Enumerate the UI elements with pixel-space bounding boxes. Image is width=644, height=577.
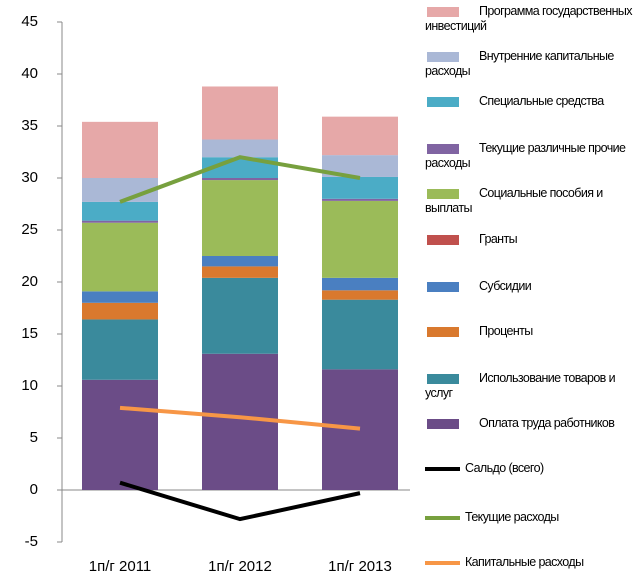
y-tick-label: 45 <box>21 13 38 30</box>
bar-segment <box>82 291 158 303</box>
y-tick-label: 5 <box>30 429 38 446</box>
bar-segment <box>322 200 398 278</box>
bar-segment <box>322 369 398 490</box>
legend-swatch <box>427 52 459 62</box>
legend-label: Сальдо (всего) <box>465 461 544 475</box>
line-series <box>119 480 361 522</box>
bar-segment <box>202 277 278 354</box>
legend-swatch <box>427 7 459 17</box>
legend-label: Текущие различные прочие расходы <box>425 141 626 170</box>
legend-label: Внутренние капитальные расходы <box>425 49 614 78</box>
y-tick-label: 15 <box>21 325 38 342</box>
bar-segment <box>202 180 278 256</box>
bar-segment <box>82 319 158 380</box>
bar-segment <box>202 178 278 181</box>
bar-segment <box>82 201 158 221</box>
bar-segment <box>82 222 158 292</box>
bar-segment <box>322 116 398 156</box>
bar-segment <box>322 176 398 199</box>
legend-label: Программа государственных инвестиций <box>425 4 633 33</box>
bar-segment <box>82 220 158 223</box>
bar-segment <box>82 302 158 320</box>
bar-segment <box>202 139 278 158</box>
y-tick-label: 10 <box>21 377 38 394</box>
bar-segment <box>322 290 398 300</box>
bar-segment <box>202 353 278 490</box>
bar-segment <box>82 379 158 490</box>
bar-segment <box>202 256 278 267</box>
legend-swatch <box>427 235 459 245</box>
line-series <box>119 155 361 204</box>
bar-segment <box>202 86 278 140</box>
x-tick-label: 1п/г 2013 <box>328 558 392 575</box>
bar-segment <box>322 155 398 177</box>
legend-label: Специальные средства <box>479 94 604 108</box>
y-tick-label: 40 <box>21 65 38 82</box>
legend-swatch <box>427 374 459 384</box>
legend-swatch <box>427 144 459 154</box>
legend-swatch <box>427 282 459 292</box>
legend-label: Использование товаров и услуг <box>425 371 616 400</box>
bar-segment <box>82 121 158 178</box>
legend-label: Проценты <box>479 324 533 338</box>
bar-segment <box>322 198 398 201</box>
legend-label: Текущие расходы <box>465 510 559 524</box>
legend-label: Субсидии <box>479 279 532 293</box>
legend-label: Социальные пособия и выплаты <box>425 186 603 215</box>
legend-swatch <box>427 327 459 337</box>
y-tick-label: 25 <box>21 221 38 238</box>
x-tick-label: 1п/г 2011 <box>89 558 152 575</box>
legend-label: Капитальные расходы <box>465 555 584 569</box>
legend-swatch <box>427 419 459 429</box>
bar-segment <box>322 277 398 291</box>
bar-segment <box>322 299 398 370</box>
legend-swatch <box>427 189 459 199</box>
y-tick-label: 0 <box>30 481 38 498</box>
y-tick-label: 30 <box>21 169 38 186</box>
legend-label: Гранты <box>479 232 518 246</box>
x-tick-label: 1п/г 2012 <box>208 558 272 575</box>
y-tick-label: 20 <box>21 273 38 290</box>
legend-label: Оплата труда работников <box>479 416 615 430</box>
bar-segment <box>202 266 278 278</box>
line-series <box>119 405 361 431</box>
y-tick-label: -5 <box>25 533 38 550</box>
legend-swatch <box>427 97 459 107</box>
y-tick-label: 35 <box>21 117 38 134</box>
